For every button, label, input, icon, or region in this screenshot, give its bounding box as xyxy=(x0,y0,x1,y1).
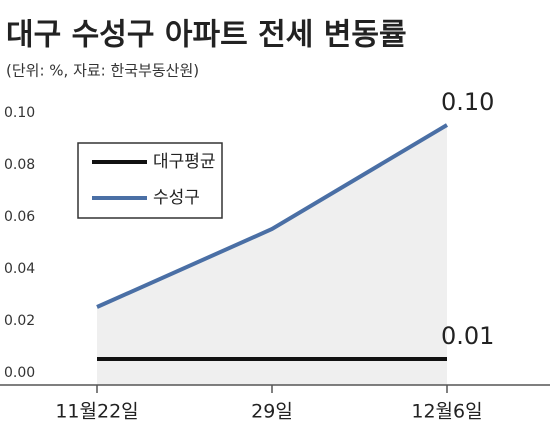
area-fill xyxy=(97,125,447,385)
legend-label: 수성구 xyxy=(153,188,200,208)
y-tick-label: 0.00 xyxy=(4,365,35,381)
y-tick-label: 0.06 xyxy=(4,209,35,225)
y-tick-label: 0.10 xyxy=(4,105,35,121)
series-line xyxy=(96,123,449,309)
chart-title: 대구 수성구 아파트 전세 변동률 xyxy=(6,18,407,53)
x-tick-label: 12월6일 xyxy=(411,401,482,423)
x-tick-label: 11월22일 xyxy=(55,401,138,423)
y-tick-label: 0.04 xyxy=(4,261,35,277)
chart-subtitle: (단위: %, 자료: 한국부동산원) xyxy=(6,62,199,80)
legend-box xyxy=(77,142,223,219)
legend-label: 대구평균 xyxy=(153,152,216,172)
y-tick-label: 0.08 xyxy=(4,157,35,173)
y-tick-label: 0.02 xyxy=(4,313,35,329)
data-label: 0.10 xyxy=(441,88,494,116)
x-tick-label: 29일 xyxy=(251,401,293,423)
data-label: 0.01 xyxy=(441,322,494,350)
